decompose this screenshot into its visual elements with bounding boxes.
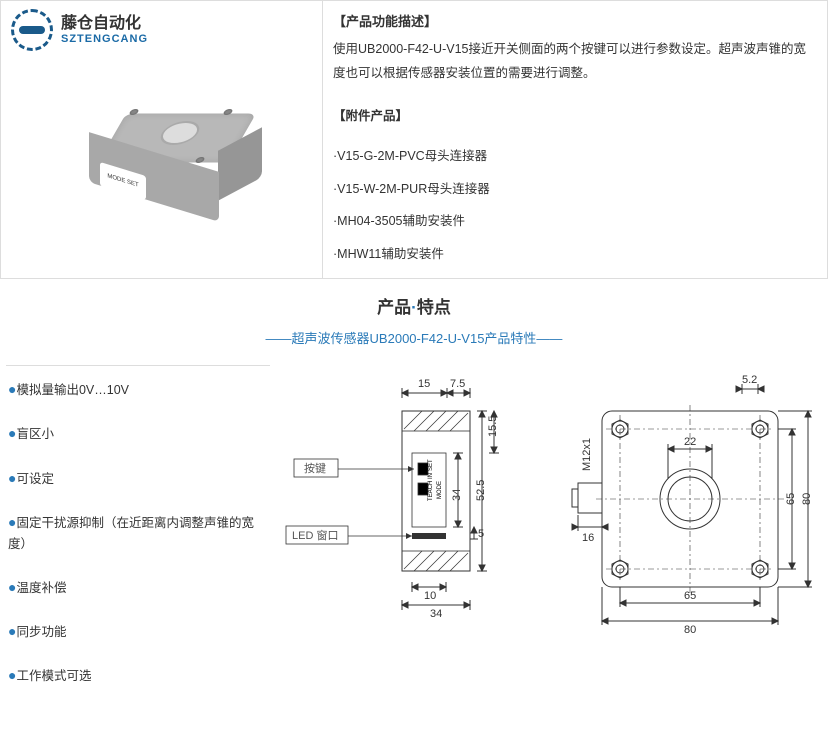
features-subtitle: ——超声波传感器UB2000-F42-U-V15产品特性——: [0, 328, 828, 347]
svg-text:80: 80: [684, 624, 696, 636]
feature-item: ●盲区小: [6, 422, 270, 444]
svg-text:7.5: 7.5: [450, 378, 465, 390]
svg-text:80: 80: [801, 493, 813, 505]
technical-drawings: 15 7.5 SET TEACH IN MODE: [282, 365, 822, 709]
feature-item: ●温度补偿: [6, 576, 270, 598]
feature-item: ●工作模式可选: [6, 664, 270, 686]
side-view-drawing: 15 7.5 SET TEACH IN MODE: [282, 371, 512, 651]
svg-text:5.2: 5.2: [742, 374, 757, 386]
product-description-panel: 【产品功能描述】 使用UB2000-F42-U-V15接近开关侧面的两个按键可以…: [323, 1, 827, 278]
feature-item: ●固定干扰源抑制（在近距离内调整声锥的宽度）: [6, 511, 270, 553]
svg-text:LED 窗口: LED 窗口: [292, 528, 338, 542]
accessory-item: ·V15-G-2M-PVC母头连接器: [333, 140, 817, 173]
logo-cn: 藤仓自动化: [61, 15, 148, 33]
svg-text:15: 15: [418, 378, 430, 390]
svg-text:34: 34: [451, 489, 463, 501]
features-list: ●模拟量输出0V…10V ●盲区小 ●可设定 ●固定干扰源抑制（在近距离内调整声…: [6, 365, 270, 709]
accessory-item: ·MH04-3505辅助安装件: [333, 205, 817, 238]
svg-text:65: 65: [785, 493, 797, 505]
product-image-panel: 藤仓自动化 SZTENGCANG MODE SET: [1, 1, 323, 278]
func-title: 【产品功能描述】: [333, 11, 817, 30]
svg-text:SET: SET: [428, 459, 434, 471]
svg-text:34: 34: [430, 608, 442, 620]
svg-text:5: 5: [478, 528, 484, 540]
front-view-drawing: 5.2 M12x1: [542, 371, 822, 651]
feature-item: ●可设定: [6, 467, 270, 489]
accessory-item: ·MHW11辅助安装件: [333, 238, 817, 271]
feature-item: ●同步功能: [6, 620, 270, 642]
svg-text:按键: 按键: [304, 461, 326, 475]
svg-text:22: 22: [684, 436, 696, 448]
feature-item: ●模拟量输出0V…10V: [6, 378, 270, 400]
svg-text:MODE: MODE: [437, 481, 443, 499]
svg-text:TEACH IN: TEACH IN: [428, 473, 434, 501]
logo-en: SZTENGCANG: [61, 33, 148, 45]
svg-text:52.5: 52.5: [475, 480, 487, 501]
acc-title: 【附件产品】: [333, 100, 817, 133]
accessory-item: ·V15-W-2M-PUR母头连接器: [333, 173, 817, 206]
company-logo: 藤仓自动化 SZTENGCANG: [11, 9, 148, 51]
svg-text:65: 65: [684, 590, 696, 602]
func-desc: 使用UB2000-F42-U-V15接近开关侧面的两个按键可以进行参数设定。超声…: [333, 38, 817, 86]
features-header: 产品·特点: [0, 293, 828, 318]
svg-text:16: 16: [582, 532, 594, 544]
svg-text:15.5: 15.5: [487, 416, 499, 437]
logo-gear-icon: [11, 9, 53, 51]
product-isometric-image: MODE SET: [62, 63, 262, 243]
svg-text:10: 10: [424, 590, 436, 602]
svg-text:M12x1: M12x1: [581, 438, 593, 471]
